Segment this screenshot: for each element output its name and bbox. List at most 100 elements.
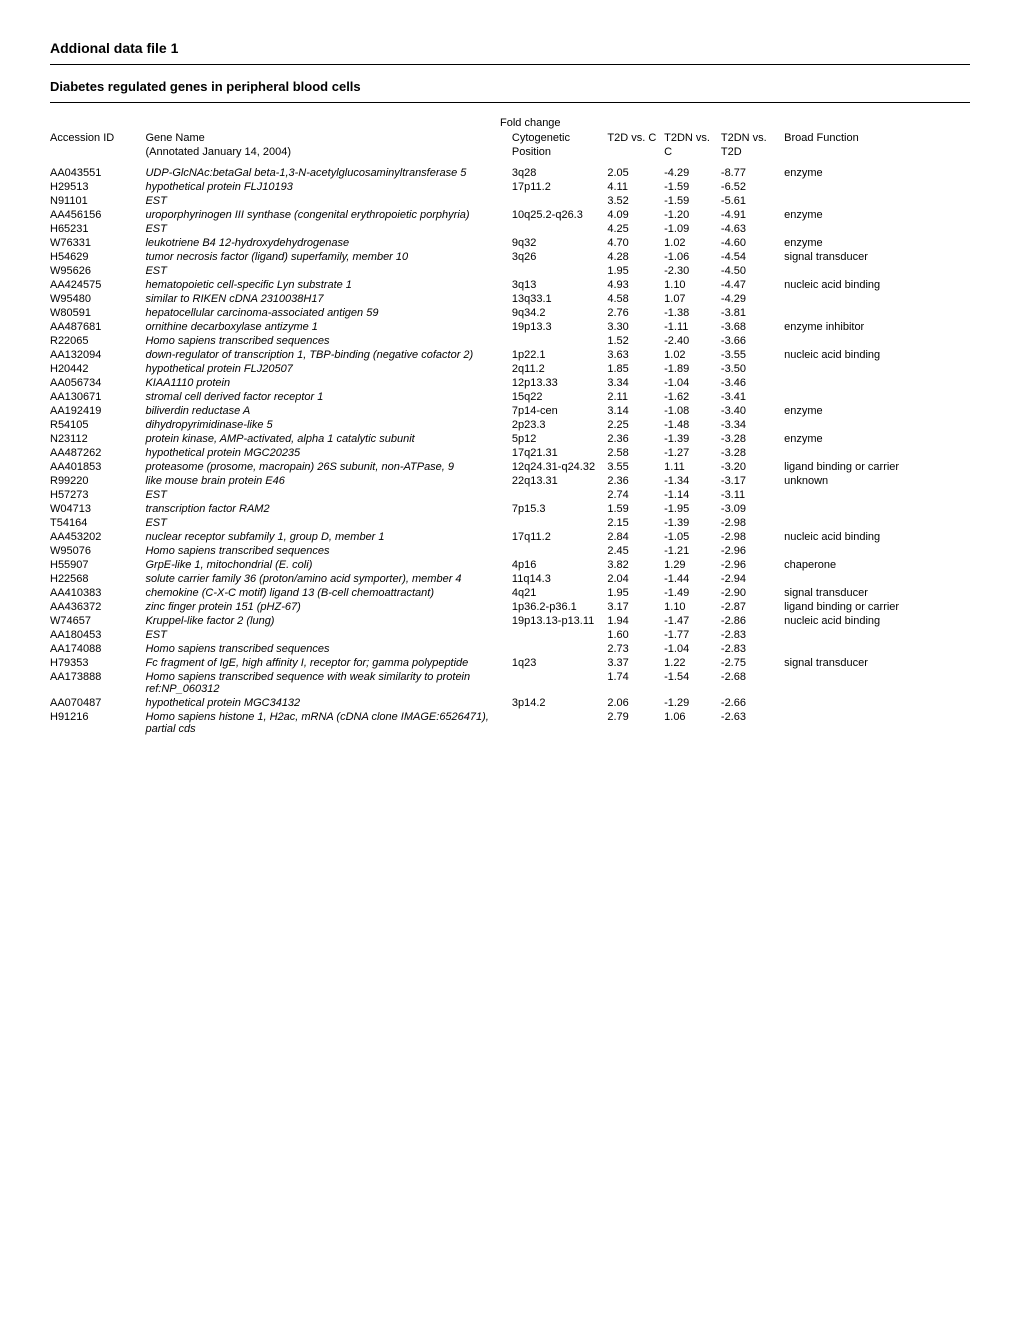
cell-func xyxy=(784,334,970,348)
cell-func xyxy=(784,446,970,460)
table-row: AA401853proteasome (prosome, macropain) … xyxy=(50,460,970,474)
cell-cyto: 3q13 xyxy=(512,278,607,292)
cell-t2dn-c: 1.29 xyxy=(664,558,721,572)
cell-func: unknown xyxy=(784,474,970,488)
cell-t2dn-c: 1.10 xyxy=(664,278,721,292)
cell-cyto xyxy=(512,642,607,656)
cell-t2d-c: 1.95 xyxy=(607,264,664,278)
cell-cyto xyxy=(512,628,607,642)
cell-cyto: 22q13.31 xyxy=(512,474,607,488)
cell-gene: EST xyxy=(145,264,511,278)
cell-cyto: 1p36.2-p36.1 xyxy=(512,600,607,614)
cell-cyto xyxy=(512,516,607,530)
cell-accession: AA453202 xyxy=(50,530,145,544)
cell-t2d-c: 3.14 xyxy=(607,404,664,418)
cell-t2dn-c: -1.47 xyxy=(664,614,721,628)
cell-t2dn-t2d: -3.40 xyxy=(721,404,784,418)
cell-t2d-c: 2.58 xyxy=(607,446,664,460)
table-row: N23112protein kinase, AMP-activated, alp… xyxy=(50,432,970,446)
table-row: AA132094down-regulator of transcription … xyxy=(50,348,970,362)
cell-t2dn-t2d: -3.81 xyxy=(721,306,784,320)
cell-cyto: 3q26 xyxy=(512,250,607,264)
table-row: AA174088Homo sapiens transcribed sequenc… xyxy=(50,642,970,656)
table-row: H20442hypothetical protein FLJ205072q11.… xyxy=(50,362,970,376)
cell-gene: nuclear receptor subfamily 1, group D, m… xyxy=(145,530,511,544)
cell-t2d-c: 2.36 xyxy=(607,432,664,446)
cell-accession: AA401853 xyxy=(50,460,145,474)
cell-accession: AA410383 xyxy=(50,586,145,600)
cell-t2d-c: 3.55 xyxy=(607,460,664,474)
cell-gene: stromal cell derived factor receptor 1 xyxy=(145,390,511,404)
cell-t2dn-t2d: -2.86 xyxy=(721,614,784,628)
cell-func xyxy=(784,376,970,390)
cell-cyto: 13q33.1 xyxy=(512,292,607,306)
col-gene: Gene Name (Annotated January 14, 2004) xyxy=(145,131,511,166)
cell-gene: hematopoietic cell-specific Lyn substrat… xyxy=(145,278,511,292)
table-row: R54105dihydropyrimidinase-like 52p23.32.… xyxy=(50,418,970,432)
cell-func xyxy=(784,628,970,642)
cell-t2dn-c: -1.21 xyxy=(664,544,721,558)
table-row: W95076Homo sapiens transcribed sequences… xyxy=(50,544,970,558)
cell-accession: AA487262 xyxy=(50,446,145,460)
cell-cyto: 2p23.3 xyxy=(512,418,607,432)
cell-t2d-c: 2.25 xyxy=(607,418,664,432)
divider-sub xyxy=(50,102,970,103)
cell-cyto: 5p12 xyxy=(512,432,607,446)
cell-t2dn-c: -2.40 xyxy=(664,334,721,348)
cell-t2d-c: 2.73 xyxy=(607,642,664,656)
cell-t2d-c: 1.74 xyxy=(607,670,664,696)
cell-t2dn-c: -1.04 xyxy=(664,642,721,656)
cell-t2dn-c: 1.11 xyxy=(664,460,721,474)
cell-gene: down-regulator of transcription 1, TBP-b… xyxy=(145,348,511,362)
cell-t2dn-t2d: -4.50 xyxy=(721,264,784,278)
cell-func xyxy=(784,418,970,432)
cell-t2dn-t2d: -2.90 xyxy=(721,586,784,600)
cell-gene: Fc fragment of IgE, high affinity I, rec… xyxy=(145,656,511,670)
cell-t2dn-t2d: -3.50 xyxy=(721,362,784,376)
cell-t2dn-c: -1.11 xyxy=(664,320,721,334)
cell-t2d-c: 1.95 xyxy=(607,586,664,600)
cell-t2d-c: 3.37 xyxy=(607,656,664,670)
cell-accession: AA436372 xyxy=(50,600,145,614)
cell-t2dn-t2d: -3.34 xyxy=(721,418,784,432)
cell-t2dn-c: -1.14 xyxy=(664,488,721,502)
cell-t2d-c: 1.94 xyxy=(607,614,664,628)
cell-t2d-c: 4.28 xyxy=(607,250,664,264)
cell-accession: N91101 xyxy=(50,194,145,208)
cell-t2dn-t2d: -2.98 xyxy=(721,516,784,530)
cell-func: enzyme xyxy=(784,432,970,446)
cell-t2dn-c: 1.06 xyxy=(664,710,721,736)
table-row: N91101EST3.52-1.59-5.61 xyxy=(50,194,970,208)
cell-func: signal transducer xyxy=(784,250,970,264)
cell-t2dn-t2d: -3.55 xyxy=(721,348,784,362)
table-row: H55907GrpE-like 1, mitochondrial (E. col… xyxy=(50,558,970,572)
table-row: AA056734KIAA1110 protein12p13.333.34-1.0… xyxy=(50,376,970,390)
cell-t2dn-t2d: -2.87 xyxy=(721,600,784,614)
cell-t2dn-t2d: -4.54 xyxy=(721,250,784,264)
cell-gene: chemokine (C-X-C motif) ligand 13 (B-cel… xyxy=(145,586,511,600)
cell-gene: similar to RIKEN cDNA 2310038H17 xyxy=(145,292,511,306)
cell-accession: N23112 xyxy=(50,432,145,446)
cell-t2dn-c: -1.95 xyxy=(664,502,721,516)
cell-cyto: 12q24.31-q24.32 xyxy=(512,460,607,474)
cell-cyto: 17p11.2 xyxy=(512,180,607,194)
cell-accession: H29513 xyxy=(50,180,145,194)
header-row: Accession ID Gene Name (Annotated Januar… xyxy=(50,131,970,166)
cell-gene: EST xyxy=(145,222,511,236)
col-gene-label: Gene Name xyxy=(145,132,204,144)
cell-accession: AA070487 xyxy=(50,696,145,710)
cell-t2dn-c: -1.77 xyxy=(664,628,721,642)
cell-func xyxy=(784,516,970,530)
cell-gene: zinc finger protein 151 (pHZ-67) xyxy=(145,600,511,614)
cell-accession: W74657 xyxy=(50,614,145,628)
cell-t2d-c: 3.17 xyxy=(607,600,664,614)
cell-t2dn-c: -1.54 xyxy=(664,670,721,696)
table-row: W76331leukotriene B4 12-hydroxydehydroge… xyxy=(50,236,970,250)
table-row: H65231EST4.25-1.09-4.63 xyxy=(50,222,970,236)
cell-gene: dihydropyrimidinase-like 5 xyxy=(145,418,511,432)
cell-t2dn-c: 1.02 xyxy=(664,236,721,250)
cell-accession: AA056734 xyxy=(50,376,145,390)
table-row: AA173888Homo sapiens transcribed sequenc… xyxy=(50,670,970,696)
cell-t2dn-t2d: -8.77 xyxy=(721,166,784,180)
cell-func: enzyme inhibitor xyxy=(784,320,970,334)
